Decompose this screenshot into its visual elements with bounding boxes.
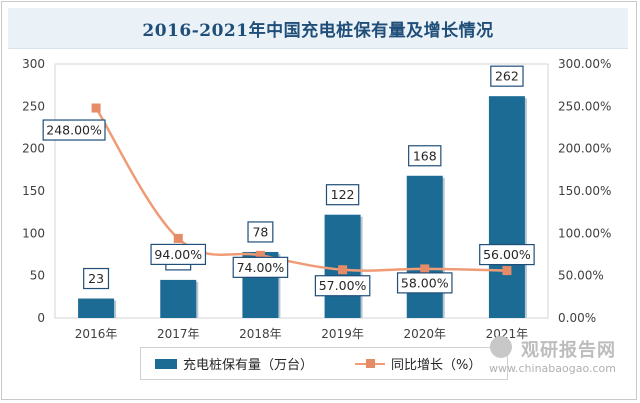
y-left-tick-label: 100 (22, 226, 45, 240)
y-right-tick-label: 300.00% (558, 57, 611, 71)
bar-data-label-box (247, 221, 274, 243)
line-data-label-box (396, 272, 453, 294)
y-right-tick-label: 0.00% (558, 311, 596, 325)
line-marker (255, 250, 265, 260)
bar (78, 298, 115, 318)
bar (406, 175, 443, 318)
title-bar: 2016-2021年中国充电桩保有量及增长情况 (8, 8, 628, 49)
line-series (95, 107, 507, 272)
legend: 充电桩保有量（万台） 同比增长（%） (140, 347, 508, 380)
bar (488, 96, 525, 318)
x-tick-label: 2017年 (157, 327, 200, 341)
line-marker (91, 103, 101, 113)
legend-bar-swatch (155, 358, 177, 369)
line-data-label: 248.00% (46, 123, 102, 138)
x-tick-label: 2016年 (75, 327, 118, 341)
bar-data-label-box (490, 65, 524, 87)
y-left-tick-label: 50 (30, 269, 45, 283)
line-marker (502, 266, 512, 276)
y-left-tick-label: 0 (37, 311, 45, 325)
line-data-label: 58.00% (401, 275, 449, 290)
x-tick-label: 2018年 (239, 327, 282, 341)
y-left-tick-label: 200 (22, 142, 45, 156)
watermark: 观研报告网 www.chinabaogao.com (489, 336, 616, 375)
line-marker (173, 233, 183, 243)
bar-data-label: 168 (413, 148, 437, 163)
y-left-tick-label: 150 (22, 184, 45, 198)
watermark-cn: 观研报告网 (521, 340, 616, 361)
y-right-tick-label: 250.00% (558, 99, 611, 113)
legend-line-swatch (355, 358, 385, 369)
bar-data-label: 262 (495, 69, 519, 84)
watermark-url: www.chinabaogao.com (489, 362, 616, 375)
bar-data-label-box (408, 145, 442, 167)
bar-data-label: 78 (252, 224, 268, 239)
x-tick-label: 2019年 (321, 327, 364, 341)
y-right-tick-label: 200.00% (558, 142, 611, 156)
legend-bar-label: 充电桩保有量（万台） (183, 358, 314, 373)
legend-line-label: 同比增长（%） (391, 358, 482, 373)
bar-data-label: 23 (88, 271, 104, 286)
line-data-label-box (479, 243, 535, 266)
line-data-label-box (150, 243, 207, 266)
chart-title: 2016-2021年中国充电桩保有量及增长情况 (142, 20, 494, 41)
y-left-tick-label: 300 (22, 57, 45, 71)
bar-data-label: 122 (331, 187, 355, 202)
x-tick-label: 2020年 (403, 327, 446, 341)
y-right-tick-label: 100.00% (558, 226, 611, 240)
y-left-tick-label: 250 (22, 99, 45, 113)
y-right-tick-label: 150.00% (558, 184, 611, 198)
line-data-label-box (232, 256, 289, 278)
line-data-label: 57.00% (319, 278, 367, 293)
line-data-label-box (314, 275, 371, 297)
bar-data-label-box (325, 184, 360, 206)
plot-area (54, 63, 549, 319)
line-data-label-box (42, 119, 106, 141)
line-data-label: 56.00% (483, 247, 531, 262)
line-data-label: 94.00% (154, 247, 202, 262)
y-right-tick-label: 50.00% (558, 269, 604, 283)
watermark-logo-icon (490, 336, 512, 358)
line-data-label: 74.00% (237, 260, 285, 275)
bar (160, 279, 197, 318)
line-marker (338, 265, 348, 275)
legend-item-line: 同比增长（%） (355, 348, 481, 379)
line-marker (420, 264, 430, 274)
legend-item-bar: 充电桩保有量（万台） (155, 348, 313, 379)
bar-data-label-box (83, 267, 110, 290)
